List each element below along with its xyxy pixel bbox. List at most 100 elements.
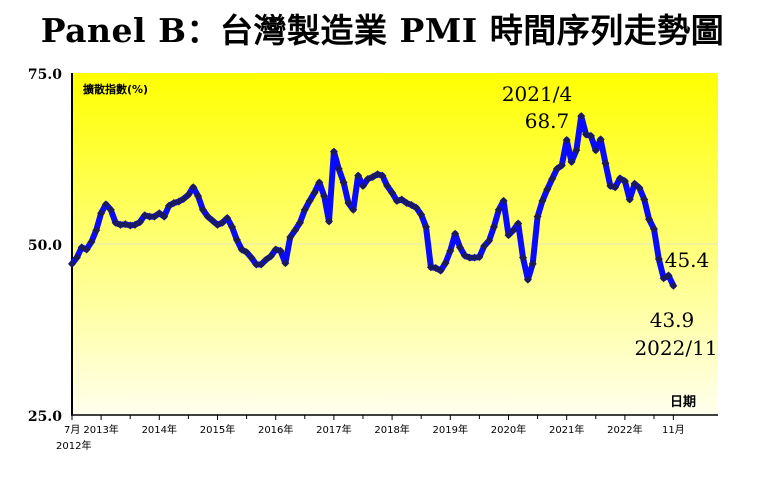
data-point-2012-10 [82,245,91,254]
x-tick-label: 7月 [64,424,80,436]
data-point-2015-02 [218,218,227,227]
data-point-2020-04 [519,253,528,262]
data-point-2020-01 [504,231,513,240]
data-point-2013-07 [126,221,135,230]
data-point-2021-09 [601,159,610,168]
data-point-2012-08 [72,253,81,262]
data-point-2014-06 [179,194,188,203]
annotation-peak-value: 68.7 [525,109,570,133]
data-point-2022-03 [630,179,639,188]
data-point-2017-03 [339,178,348,187]
data-point-2018-09 [426,263,435,272]
x-tick-label: 2016年 [258,423,293,436]
x-tick-label: 2019年 [433,423,468,436]
data-point-2013-12 [150,212,159,221]
data-point-2020-10 [548,175,557,184]
data-point-2015-05 [232,235,241,244]
data-point-2015-07 [242,248,251,257]
data-point-2019-06 [470,253,479,262]
x-tick-label: 2015年 [200,423,235,436]
data-point-2018-08 [422,222,431,231]
x-tick-label: 2013年 [83,423,118,436]
data-point-2013-01 [97,209,106,218]
data-point-2012-07 [68,259,76,268]
annotation-oct-value: 45.4 [665,248,710,272]
data-point-2017-01 [329,147,338,156]
y-tick-label-25: 25.0 [28,409,62,425]
y-axis-title: 擴散指數(%) [83,82,148,96]
data-point-2018-01 [388,188,397,197]
x-tick-label-2012: 2012年 [56,439,91,452]
data-point-2014-09 [194,192,203,201]
data-point-2013-02 [101,200,110,209]
data-point-2017-12 [383,181,392,190]
x-tick-label: 11月 [662,424,685,436]
data-point-2018-11 [436,266,445,275]
data-point-2013-11 [145,212,154,221]
data-point-2022-11 [669,281,678,290]
data-point-2017-11 [378,171,387,180]
data-point-2014-07 [184,190,193,199]
data-point-2022-02 [625,195,634,204]
data-point-2016-10 [315,178,324,187]
data-point-2022-08 [654,255,663,264]
data-point-2014-12 [208,216,217,225]
x-tick-label: 2022年 [607,423,642,436]
data-point-2019-01 [446,246,455,255]
data-point-2016-04 [286,233,295,242]
data-point-2019-10 [489,222,498,231]
data-point-2018-12 [441,259,450,268]
pmi-marker-group [68,112,678,290]
data-point-2022-06 [645,215,654,224]
data-point-2019-09 [485,236,494,245]
data-point-2021-02 [567,157,576,166]
data-point-2016-11 [320,192,329,201]
data-point-2022-04 [635,183,644,192]
data-point-2014-08 [189,183,198,192]
data-point-2019-03 [455,243,464,252]
data-point-2014-10 [198,205,207,214]
data-point-2017-05 [349,205,358,214]
data-point-2021-01 [562,136,571,145]
data-point-2016-07 [300,205,309,214]
data-point-2020-06 [528,259,537,268]
data-point-2015-12 [266,252,275,261]
data-point-2021-04 [577,112,586,121]
data-point-2018-07 [417,210,426,219]
data-point-2021-06 [586,131,595,140]
y-tick-label-50: 50.0 [28,238,62,254]
data-point-2015-09 [252,260,261,269]
y-tick-label-75: 75.0 [28,67,62,83]
data-point-2015-08 [247,253,256,262]
data-point-2021-03 [572,146,581,155]
data-point-2015-10 [257,260,266,269]
data-point-2020-05 [523,275,532,284]
x-tick-label: 2020年 [491,423,526,436]
data-point-2022-10 [664,271,673,280]
data-point-2019-12 [499,196,508,205]
x-tick-label: 2014年 [142,423,177,436]
data-point-2013-09 [135,218,144,227]
annotation-last-value: 43.9 [650,308,695,332]
x-axis-title: 日期 [670,395,696,410]
data-point-2021-11 [611,183,620,192]
x-tick-label: 2017年 [316,423,351,436]
data-point-2021-07 [591,146,600,155]
data-point-2016-08 [305,196,314,205]
data-point-2020-12 [557,161,566,170]
data-point-2016-05 [291,226,300,235]
data-point-2013-05 [116,220,125,229]
x-tick-group: 7月 2013年 2014年 2015年 2016年 2017年 2018年 2019年 202… [64,415,685,436]
data-point-2015-04 [228,222,237,231]
data-point-2020-09 [543,185,552,194]
annotation-peak-date: 2021/4 [502,82,572,106]
data-point-2012-12 [92,226,101,235]
data-point-2016-12 [325,217,334,226]
data-point-2022-07 [649,224,658,233]
chart-title: Panel B：台灣製造業 PMI 時間序列走勢圖 [40,11,725,50]
data-point-2016-09 [310,188,319,197]
data-point-2019-08 [480,242,489,251]
data-point-2019-05 [465,253,474,262]
data-point-2020-07 [533,212,542,221]
